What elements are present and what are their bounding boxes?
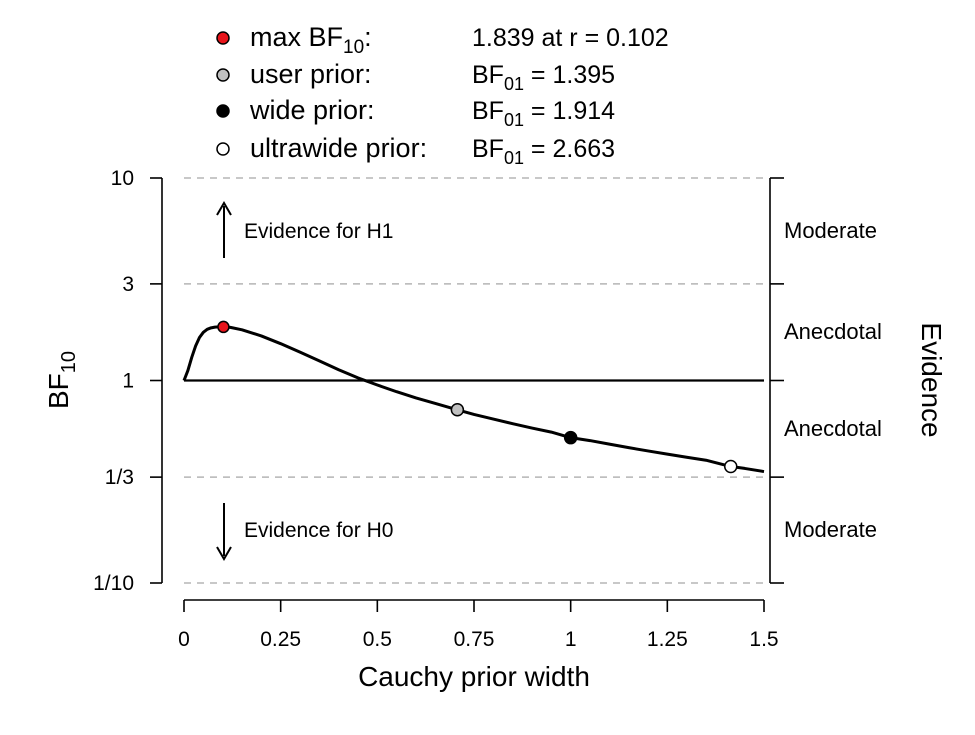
x-tick-label: 1.5 xyxy=(749,628,778,651)
evidence-band-label: Moderate xyxy=(784,517,877,542)
axes: 10 3 1 1/3 1/10 0 0.25 0.5 0.75 1 1.25 1.5 xyxy=(93,167,784,651)
legend-marker-user xyxy=(216,68,230,82)
arrow-down-head xyxy=(216,546,232,561)
legend-label-ultrawide: ultrawide prior: xyxy=(250,133,427,163)
legend: max BF10: 1.839 at r = 0.102 user prior:… xyxy=(216,22,669,168)
legend-value-ultrawide: BF01 = 2.663 xyxy=(472,135,615,168)
evidence-h1-text: Evidence for H1 xyxy=(244,220,393,243)
y-tick-label: 10 xyxy=(111,167,134,190)
legend-marker-max xyxy=(216,31,230,45)
ultrawide-prior-point xyxy=(723,459,738,474)
x-tick-label: 1.25 xyxy=(647,628,688,651)
user-prior-point xyxy=(450,403,465,417)
legend-value-wide: BF01 = 1.914 xyxy=(472,97,615,130)
x-tick-label: 0.5 xyxy=(363,628,392,651)
y-axis-title: BF10 xyxy=(43,351,80,409)
legend-value-max: 1.839 at r = 0.102 xyxy=(472,24,669,52)
legend-label-wide: wide prior: xyxy=(249,95,375,125)
y-tick-label: 3 xyxy=(122,273,134,296)
x-tick-label: 1 xyxy=(565,628,577,651)
x-axis-title: Cauchy prior width xyxy=(358,661,590,692)
evidence-h0-text: Evidence for H0 xyxy=(244,519,393,542)
bf-curve xyxy=(182,325,765,474)
legend-marker-ultrawide xyxy=(216,142,230,156)
evidence-band-label: Anecdotal xyxy=(784,416,882,441)
arrow-up-head xyxy=(216,201,232,216)
y-tick-label: 1 xyxy=(122,370,134,393)
x-tick-label: 0.75 xyxy=(454,628,495,651)
legend-label-max: max BF10: xyxy=(250,22,372,58)
x-tick-label: 0 xyxy=(178,628,190,651)
max-bf-point xyxy=(217,320,230,334)
gridlines xyxy=(184,177,764,584)
legend-marker-wide xyxy=(216,104,230,118)
y-tick-label: 1/3 xyxy=(105,466,134,489)
annotation-h1: Evidence for H1 xyxy=(216,201,393,258)
bf-curve-layer xyxy=(182,325,765,474)
y-tick-label: 1/10 xyxy=(93,572,134,595)
evidence-bands: Moderate Anecdotal Anecdotal Moderate xyxy=(784,218,882,542)
annotation-h0: Evidence for H0 xyxy=(216,503,393,561)
legend-value-user: BF01 = 1.395 xyxy=(472,61,615,94)
prior-points xyxy=(217,320,738,474)
evidence-band-label: Moderate xyxy=(784,218,877,243)
legend-label-user: user prior: xyxy=(250,59,372,89)
evidence-band-label: Anecdotal xyxy=(784,319,882,344)
x-tick-label: 0.25 xyxy=(260,628,301,651)
wide-prior-point xyxy=(563,430,578,445)
right-axis-title: Evidence xyxy=(916,322,947,437)
